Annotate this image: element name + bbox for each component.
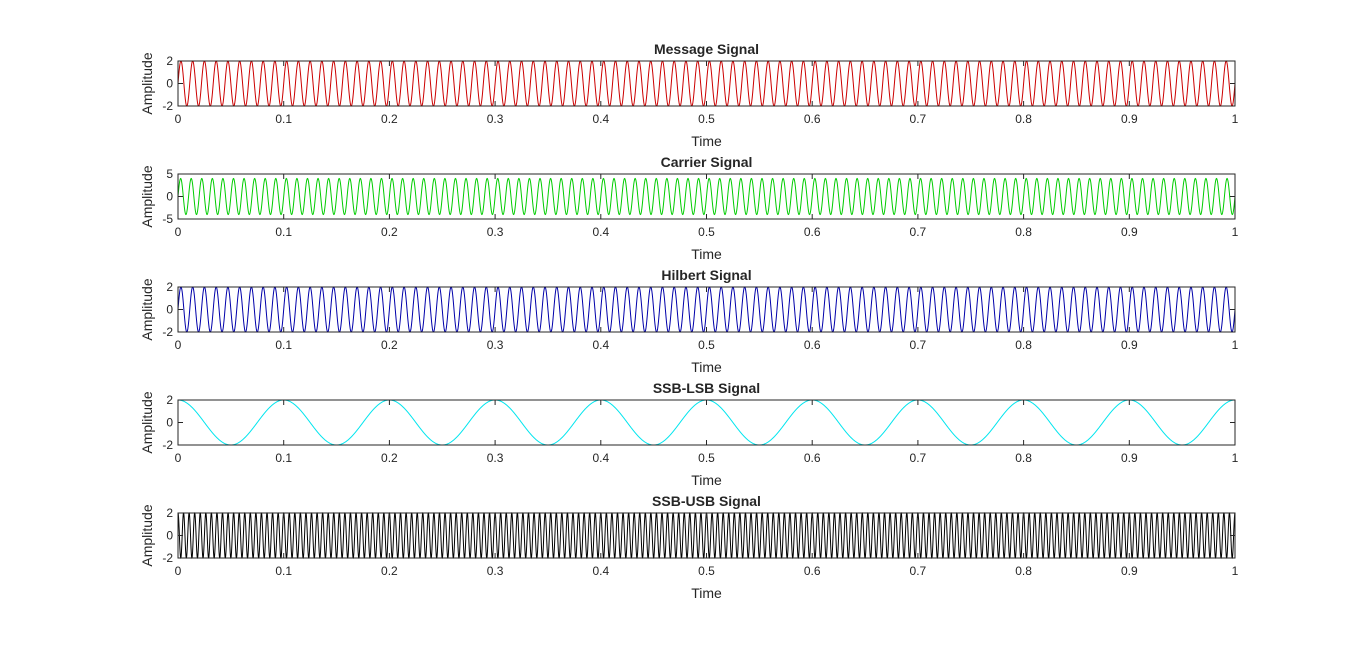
ssb-usb-signal-plot-area [178,513,1235,558]
hilbert-signal-ylabel: Amplitude [139,278,155,340]
ssb-lsb-signal-x-tick-label: 0.9 [1121,451,1138,465]
ssb-usb-signal-x-tick-label: 0.2 [381,564,398,578]
ssb-lsb-signal-xlabel: Time [691,472,722,488]
hilbert-signal-x-tick-label: 0.1 [275,338,292,352]
ssb-lsb-signal-x-tick-label: 0.7 [910,451,927,465]
hilbert-signal-y-tick-label: -2 [162,325,173,339]
message-signal-y-tick-label: 0 [166,77,173,91]
ssb-usb-signal-x-tick-label: 0.7 [910,564,927,578]
message-signal-x-tick-label: 0.1 [275,112,292,126]
carrier-signal-x-tick-label: 0.5 [698,225,715,239]
hilbert-signal-x-tick-label: 0.9 [1121,338,1138,352]
ssb-usb-signal-x-tick-label: 0 [175,564,182,578]
message-signal-x-tick-label: 0.5 [698,112,715,126]
carrier-signal-y-tick-label: 0 [166,190,173,204]
ssb-lsb-signal-x-tick-label: 0 [175,451,182,465]
hilbert-signal-x-tick-label: 0 [175,338,182,352]
hilbert-signal-x-tick-label: 0.8 [1015,338,1032,352]
message-signal-x-tick-label: 0.9 [1121,112,1138,126]
ssb-usb-signal-x-tick-label: 0.6 [804,564,821,578]
carrier-signal-x-tick-label: 0.8 [1015,225,1032,239]
carrier-signal-x-tick-label: 1 [1232,225,1239,239]
hilbert-signal-series-line [177,286,1236,333]
carrier-signal-title: Carrier Signal [661,154,753,170]
carrier-signal-x-tick-label: 0 [175,225,182,239]
ssb-lsb-signal-x-tick-label: 1 [1232,451,1239,465]
ssb-lsb-signal-x-tick-label: 0.2 [381,451,398,465]
ssb-usb-signal-x-tick-label: 0.8 [1015,564,1032,578]
message-signal-x-tick-label: 0.7 [910,112,927,126]
message-signal-xlabel: Time [691,133,722,149]
carrier-signal-ylabel: Amplitude [139,165,155,227]
ssb-usb-signal-x-tick-label: 0.1 [275,564,292,578]
message-signal-x-tick-label: 0.6 [804,112,821,126]
message-signal-x-tick-label: 0.4 [592,112,609,126]
ssb-usb-signal-xlabel: Time [691,585,722,601]
ssb-lsb-signal-x-tick-label: 0.4 [592,451,609,465]
message-signal-x-tick-label: 0.2 [381,112,398,126]
message-signal-x-tick-label: 0 [175,112,182,126]
message-signal-y-tick-label: -2 [162,99,173,113]
message-signal-x-tick-label: 0.8 [1015,112,1032,126]
carrier-signal-x-tick-label: 0.7 [910,225,927,239]
ssb-lsb-signal-x-tick-label: 0.1 [275,451,292,465]
message-signal-x-tick-label: 1 [1232,112,1239,126]
hilbert-signal-x-tick-label: 0.5 [698,338,715,352]
ssb-lsb-signal-x-tick-label: 0.3 [487,451,504,465]
hilbert-signal-x-tick-label: 0.2 [381,338,398,352]
ssb-lsb-signal-y-tick-label: 0 [166,416,173,430]
ssb-usb-signal-x-tick-label: 0.3 [487,564,504,578]
message-signal-series-line [177,60,1236,107]
message-signal-x-tick-label: 0.3 [487,112,504,126]
ssb-lsb-signal-x-tick-label: 0.6 [804,451,821,465]
ssb-usb-signal-y-tick-label: 0 [166,529,173,543]
ssb-usb-signal-x-tick-label: 0.9 [1121,564,1138,578]
message-signal-y-tick-label: 2 [166,54,173,68]
hilbert-signal-x-tick-label: 0.6 [804,338,821,352]
carrier-signal-x-tick-label: 0.4 [592,225,609,239]
carrier-signal-series-line [177,177,1236,216]
message-signal-title: Message Signal [654,41,759,57]
ssb-usb-signal-ylabel: Amplitude [139,504,155,566]
hilbert-signal-xlabel: Time [691,359,722,375]
carrier-signal-x-tick-label: 0.2 [381,225,398,239]
carrier-signal-x-tick-label: 0.1 [275,225,292,239]
ssb-usb-signal-y-tick-label: 2 [166,506,173,520]
hilbert-signal-x-tick-label: 0.3 [487,338,504,352]
ssb-lsb-signal-title: SSB-LSB Signal [653,380,760,396]
carrier-signal-x-tick-label: 0.3 [487,225,504,239]
ssb-lsb-signal-y-tick-label: -2 [162,438,173,452]
ssb-usb-signal-x-tick-label: 1 [1232,564,1239,578]
ssb-usb-signal-x-tick-label: 0.4 [592,564,609,578]
carrier-signal-x-tick-label: 0.9 [1121,225,1138,239]
ssb-lsb-signal-ylabel: Amplitude [139,391,155,453]
hilbert-signal-x-tick-label: 1 [1232,338,1239,352]
carrier-signal-xlabel: Time [691,246,722,262]
hilbert-signal-y-tick-label: 2 [166,280,173,294]
ssb-lsb-signal-x-tick-label: 0.8 [1015,451,1032,465]
ssb-lsb-signal-y-tick-label: 2 [166,393,173,407]
ssb-usb-signal-title: SSB-USB Signal [652,493,761,509]
carrier-signal-y-tick-label: 5 [166,167,173,181]
hilbert-signal-x-tick-label: 0.4 [592,338,609,352]
ssb-lsb-signal-plot-area [178,400,1235,445]
hilbert-signal-x-tick-label: 0.7 [910,338,927,352]
ssb-lsb-signal-x-tick-label: 0.5 [698,451,715,465]
message-signal-ylabel: Amplitude [139,52,155,114]
hilbert-signal-title: Hilbert Signal [661,267,751,283]
carrier-signal-x-tick-label: 0.6 [804,225,821,239]
ssb-usb-signal-x-tick-label: 0.5 [698,564,715,578]
hilbert-signal-y-tick-label: 0 [166,303,173,317]
carrier-signal-y-tick-label: -5 [162,212,173,226]
ssb-usb-signal-y-tick-label: -2 [162,551,173,565]
